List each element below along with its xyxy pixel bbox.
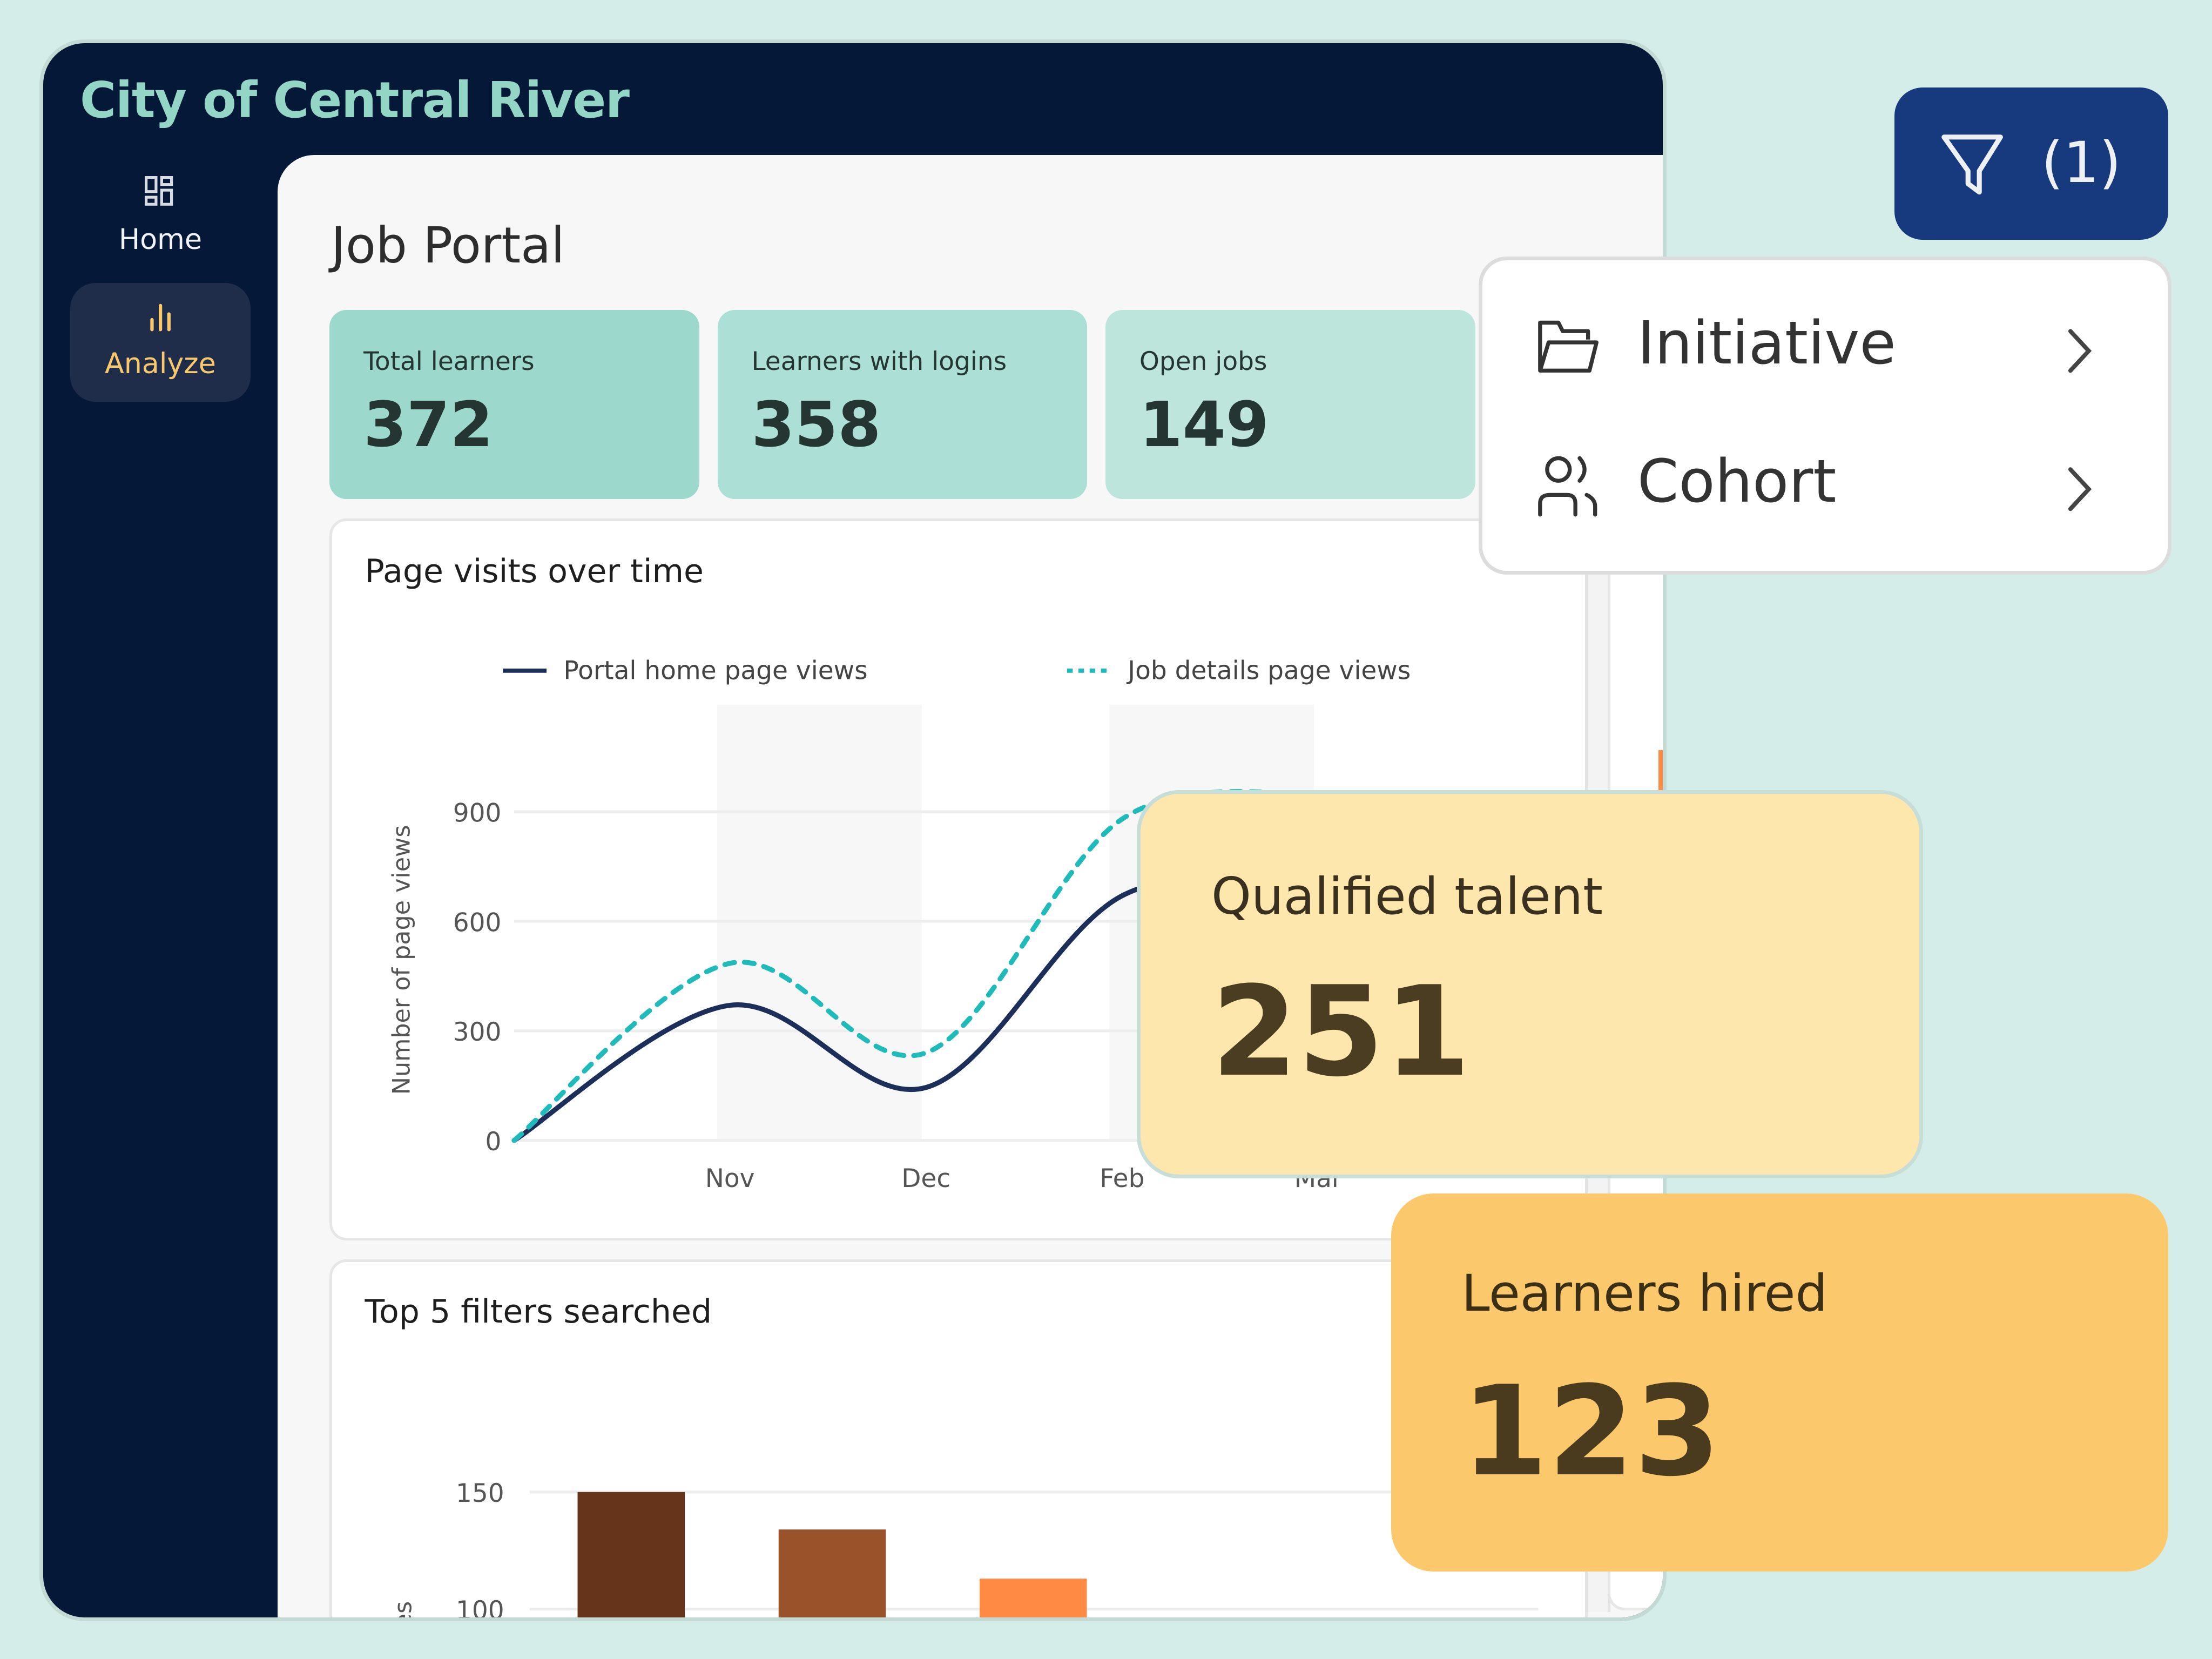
kpi-open-jobs: Open jobs 149 [1105, 309, 1475, 499]
bar-chart: 100 150 es [390, 1479, 1539, 1618]
series-line-1 [511, 789, 1321, 1143]
kpi-label: Open jobs [1139, 346, 1267, 376]
qualified-talent-label: Qualified talent [1211, 867, 1603, 926]
sidebar-item-analyze[interactable]: Analyze [70, 283, 251, 402]
menu-item-label: Initiative [1637, 308, 1896, 378]
qualified-talent-card: Qualified talent 251 [1137, 790, 1924, 1179]
y-tick-label: 600 [453, 908, 502, 938]
learners-hired-label: Learners hired [1461, 1264, 1828, 1323]
page-title: Job Portal [331, 217, 565, 275]
bar [980, 1579, 1087, 1618]
filter-count: (1) [2041, 130, 2121, 196]
learners-hired-value: 123 [1461, 1360, 1721, 1505]
menu-item-label: Cohort [1637, 447, 1837, 516]
kpi-label: Learners with logins [751, 346, 1007, 376]
users-icon [1538, 456, 1597, 517]
x-tick-label: Feb [1100, 1164, 1145, 1193]
menu-item-cohort[interactable]: Cohort [1482, 419, 2168, 557]
x-tick-label: Dec [902, 1164, 951, 1193]
learners-hired-card: Learners hired 123 [1391, 1193, 2168, 1572]
top-filters-card: Top 5 filters searched 100 150 es [329, 1259, 1588, 1618]
bar [779, 1529, 886, 1618]
y-axis-label: Number of page views [388, 825, 416, 1095]
qualified-talent-value: 251 [1211, 960, 1471, 1105]
funnel-icon [1941, 134, 2003, 194]
bar-chart-icon [150, 304, 171, 332]
kpi-total-learners: Total learners 372 [329, 309, 699, 499]
folder-open-icon [1538, 320, 1599, 373]
sidebar-item-label: Home [118, 224, 203, 257]
bar [577, 1492, 685, 1618]
y-tick-label: 900 [453, 799, 502, 828]
x-tick-label: Nov [705, 1164, 755, 1193]
kpi-label: Total learners [363, 346, 535, 376]
filter-button[interactable]: (1) [1894, 87, 2168, 240]
y-tick-label: 100 [456, 1596, 504, 1618]
y-tick-label: 300 [453, 1018, 502, 1048]
menu-item-initiative[interactable]: Initiative [1482, 280, 2168, 419]
app-title: City of Central River [80, 71, 630, 130]
side-chart-bar [1658, 750, 1663, 807]
kpi-value: 358 [751, 389, 881, 462]
y-tick-label: 150 [456, 1479, 504, 1508]
chevron-right-icon [2068, 329, 2092, 373]
dashboard-grid-icon [145, 176, 173, 206]
kpi-learners-with-logins: Learners with logins 358 [717, 309, 1088, 499]
chart-title: Page visits over time [365, 552, 704, 590]
legend-label: Portal home page views [564, 656, 868, 686]
sidebar-item-home[interactable]: Home [70, 162, 251, 280]
sidebar-item-label: Analyze [105, 348, 216, 381]
y-axis-label: es [390, 1601, 417, 1618]
chevron-right-icon [2068, 467, 2092, 511]
chart-title: Top 5 filters searched [365, 1293, 712, 1331]
filter-menu: Initiative Cohort [1478, 257, 2172, 575]
legend-label: Job details page views [1127, 656, 1411, 686]
kpi-value: 372 [363, 389, 493, 462]
y-tick-label: 0 [485, 1127, 502, 1157]
kpi-value: 149 [1139, 389, 1269, 462]
